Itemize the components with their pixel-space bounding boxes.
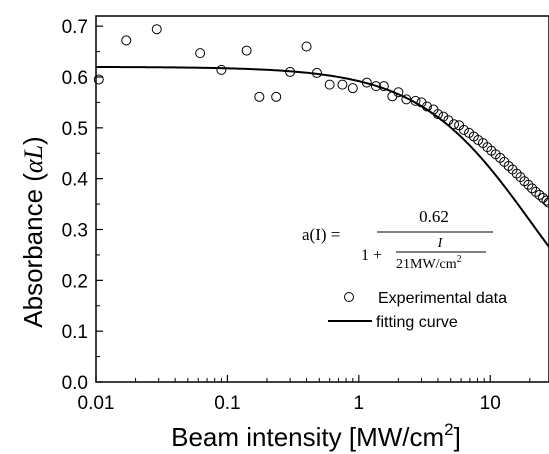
data-point — [410, 95, 421, 106]
data-point — [432, 109, 443, 120]
data-point — [527, 183, 538, 194]
y-tick-label: 0.6 — [62, 68, 88, 89]
data-point — [195, 48, 206, 59]
plot-area — [95, 15, 549, 383]
x-tick-label: 1 — [354, 393, 365, 414]
data-point — [449, 119, 459, 130]
fitting-curve — [95, 65, 549, 248]
plot-frame — [95, 15, 549, 383]
data-point — [311, 67, 322, 78]
fitting-curve-layer — [95, 65, 549, 248]
y-axis-title-symbol: αL — [19, 145, 48, 173]
y-axis-title: Absorbance (αL) — [18, 136, 48, 327]
y-tick-label: 0.0 — [62, 373, 88, 394]
y-tick-label: 0.2 — [62, 271, 88, 292]
data-point — [121, 35, 132, 46]
data-point — [347, 83, 358, 94]
y-tick-label: 0.1 — [62, 322, 88, 343]
data-point — [285, 66, 296, 77]
data-point — [438, 111, 449, 122]
legend-marker-experimental — [344, 292, 354, 302]
x-tick-label: 0.01 — [78, 393, 115, 414]
data-point — [534, 189, 545, 200]
x-tick-label: 0.1 — [214, 393, 240, 414]
legend-label-fitting: fitting curve — [376, 314, 458, 331]
data-point — [151, 24, 162, 35]
y-tick-label: 0.3 — [62, 221, 88, 242]
data-point — [241, 45, 252, 56]
x-tick-label: 10 — [480, 393, 501, 414]
data-point — [511, 168, 522, 179]
fit-equation: a(I) = 0.62 1 + I 21MW/cm2 — [302, 207, 493, 272]
y-axis: 0.0 0.1 0.2 0.3 0.4 0.5 0.6 0.7 — [62, 17, 103, 394]
data-point — [378, 81, 389, 92]
y-tick-label: 0.5 — [62, 119, 88, 140]
data-point — [93, 74, 104, 85]
equation-inner-numerator: I — [437, 236, 444, 251]
x-axis-title: Beam intensity [MW/cm2] — [171, 420, 461, 452]
data-point — [541, 195, 549, 206]
equation-inner-denominator: 21MW/cm2 — [396, 254, 462, 272]
data-point — [393, 87, 404, 98]
legend-label-experimental: Experimental data — [378, 290, 507, 307]
data-point — [523, 179, 534, 190]
equation-denominator-prefix: 1 + — [361, 247, 382, 264]
legend: Experimental data fitting curve — [328, 290, 507, 331]
data-point — [361, 77, 372, 88]
x-axis: 0.01 0.1 1 10 — [78, 375, 531, 414]
data-point — [370, 81, 381, 92]
data-point — [216, 64, 227, 75]
data-point — [254, 91, 265, 102]
data-point — [271, 91, 282, 102]
data-point — [324, 79, 335, 90]
y-tick-label: 0.4 — [62, 170, 89, 191]
experimental-points-layer — [93, 24, 549, 208]
y-tick-label: 0.7 — [62, 17, 88, 38]
data-point — [421, 101, 432, 112]
data-point — [337, 79, 348, 90]
data-point — [458, 124, 469, 135]
equation-lhs: a(I) = — [302, 225, 340, 244]
data-point — [301, 41, 312, 52]
data-point — [530, 186, 541, 197]
equation-numerator: 0.62 — [419, 207, 449, 226]
